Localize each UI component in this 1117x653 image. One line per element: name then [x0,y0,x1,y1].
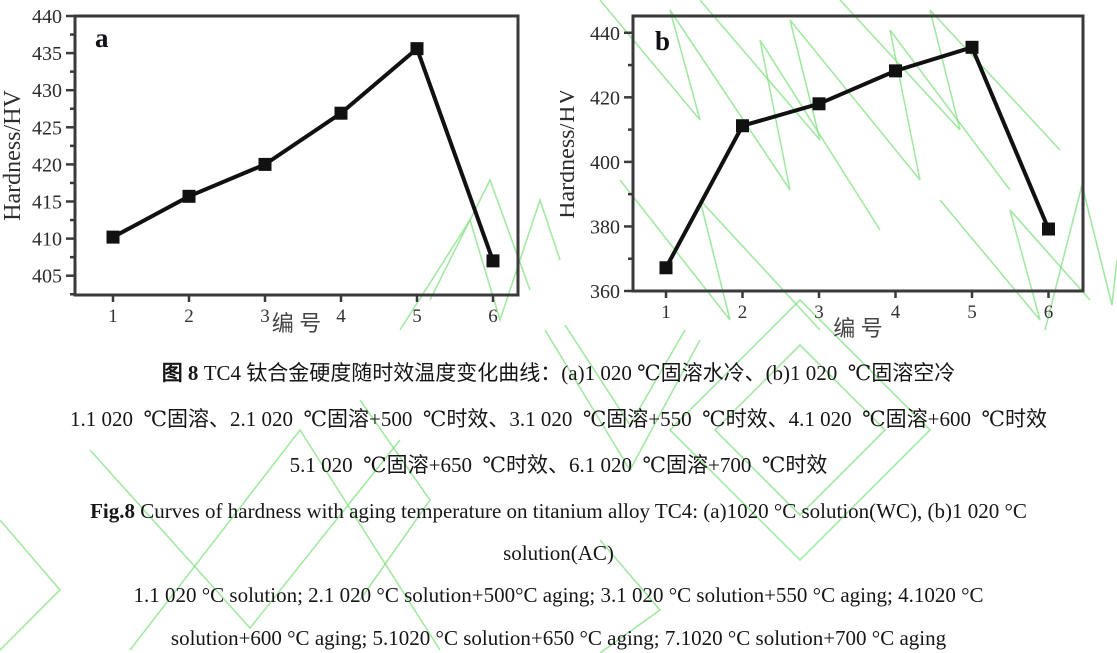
x-tick-label: 1 [108,306,118,327]
data-point-marker [1042,222,1055,236]
watermark-shape [1044,184,1117,331]
x-tick-label: 4 [891,302,901,323]
watermark-shape [359,399,431,601]
x-tick-label: 5 [412,306,422,327]
x-tick-label: 6 [1044,302,1054,323]
x-tick-label: 1 [661,302,671,323]
watermark-shape [939,199,1091,321]
watermark-shape [399,197,561,331]
y-tick-label: 435 [32,43,62,65]
panel-label: a [95,23,109,53]
y-tick-label: 440 [32,6,62,28]
y-tick-label: 420 [590,87,620,109]
caption-en-line4: solution+600 °C aging; 5.1020 °C solutio… [170,626,947,650]
caption-zh-title-label: 图 8 [161,361,199,385]
data-point-marker [889,64,902,78]
data-line [112,45,495,262]
caption-en-line2: solution(AC) [503,541,614,565]
y-tick-label: 415 [32,192,62,214]
y-tick-label: 440 [590,23,620,45]
figure-caption: 图 8 TC4 钛合金硬度随时效温度变化曲线：(a)1 020 ℃固溶水冷、(b… [0,350,1117,653]
data-point-marker [410,42,424,56]
watermark-shape [713,343,887,517]
y-tick-label: 420 [32,154,62,176]
data-point-marker [812,97,826,111]
y-tick-label: 425 [32,117,62,139]
chart-b-plot: 360 380 400 420 440 1 2 3 4 5 6 Hardness/HV 编 号 b [554,14,1085,341]
x-tick-label: 6 [488,306,498,327]
x-tick-label: 2 [738,302,748,323]
y-axis-label: Hardness/HV [560,88,580,219]
data-point-marker [258,157,272,171]
y-tick-label: 380 [590,216,620,238]
watermark-shape [0,519,62,651]
watermark-shape [668,298,932,562]
y-tick-label: 430 [32,80,62,102]
data-point-marker [106,230,120,244]
data-point-marker [182,189,196,203]
watermark-shape [599,0,881,231]
watermark-shape [699,0,1011,191]
y-tick-label: 360 [590,281,620,303]
caption-en-line3: 1.1 020 °C solution; 2.1 020 °C solution… [133,583,984,607]
caption-en-title-label: Fig.8 [90,499,136,523]
watermark-shape [564,324,686,427]
y-tick-label: 410 [32,229,62,251]
data-point-marker [736,119,749,133]
y-tick-label: 405 [32,266,62,288]
caption-zh-line2: 1.1 020 ℃固溶、2.1 020 ℃固溶+500 ℃时效、3.1 020 … [70,407,1047,431]
x-tick-label: 3 [814,302,824,323]
data-point-marker [965,40,979,54]
y-axis-label: Hardness/HV [0,90,26,221]
caption-zh-title: 图 8 TC4 钛合金硬度随时效温度变化曲线：(a)1 020 ℃固溶水冷、(b… [161,361,956,385]
x-tick-label: 3 [260,306,270,327]
data-point-marker [334,106,348,120]
data-line [664,44,1051,269]
plot-frame [631,14,1085,293]
panel-label: b [655,26,670,56]
caption-zh-line3: 5.1 020 ℃固溶+650 ℃时效、6.1 020 ℃固溶+700 ℃时效 [289,453,828,477]
watermark-shape [599,539,662,653]
caption-en-title: Fig.8 Curves of hardness with aging temp… [90,499,1027,523]
chart-a-plot: 405 410 415 420 425 430 435 440 1 2 3 4 5 6 Hardness/H… [0,6,520,336]
watermark-shape [89,439,401,630]
x-tick-label: 2 [184,306,194,327]
data-point-marker [659,261,673,275]
plot-frame [73,14,520,297]
charts-row: 405 410 415 420 425 430 435 440 1 2 3 4 5 6 Hardness/H… [0,0,1117,345]
x-tick-label: 4 [336,306,346,327]
data-point-marker [486,254,500,268]
watermark-shape [544,329,701,472]
x-axis-label: 编 号 [272,311,322,336]
chart-b: 360 380 400 420 440 1 2 3 4 5 6 Hardness/HV 编 号 b [554,0,1117,345]
chart-a: 405 410 415 420 425 430 435 440 1 2 3 4 5 6 Hardness/H… [0,0,560,345]
x-tick-label: 5 [967,302,977,323]
y-tick-label: 400 [590,152,620,174]
watermark-shape [129,428,441,651]
x-axis-label: 编 号 [833,316,883,340]
